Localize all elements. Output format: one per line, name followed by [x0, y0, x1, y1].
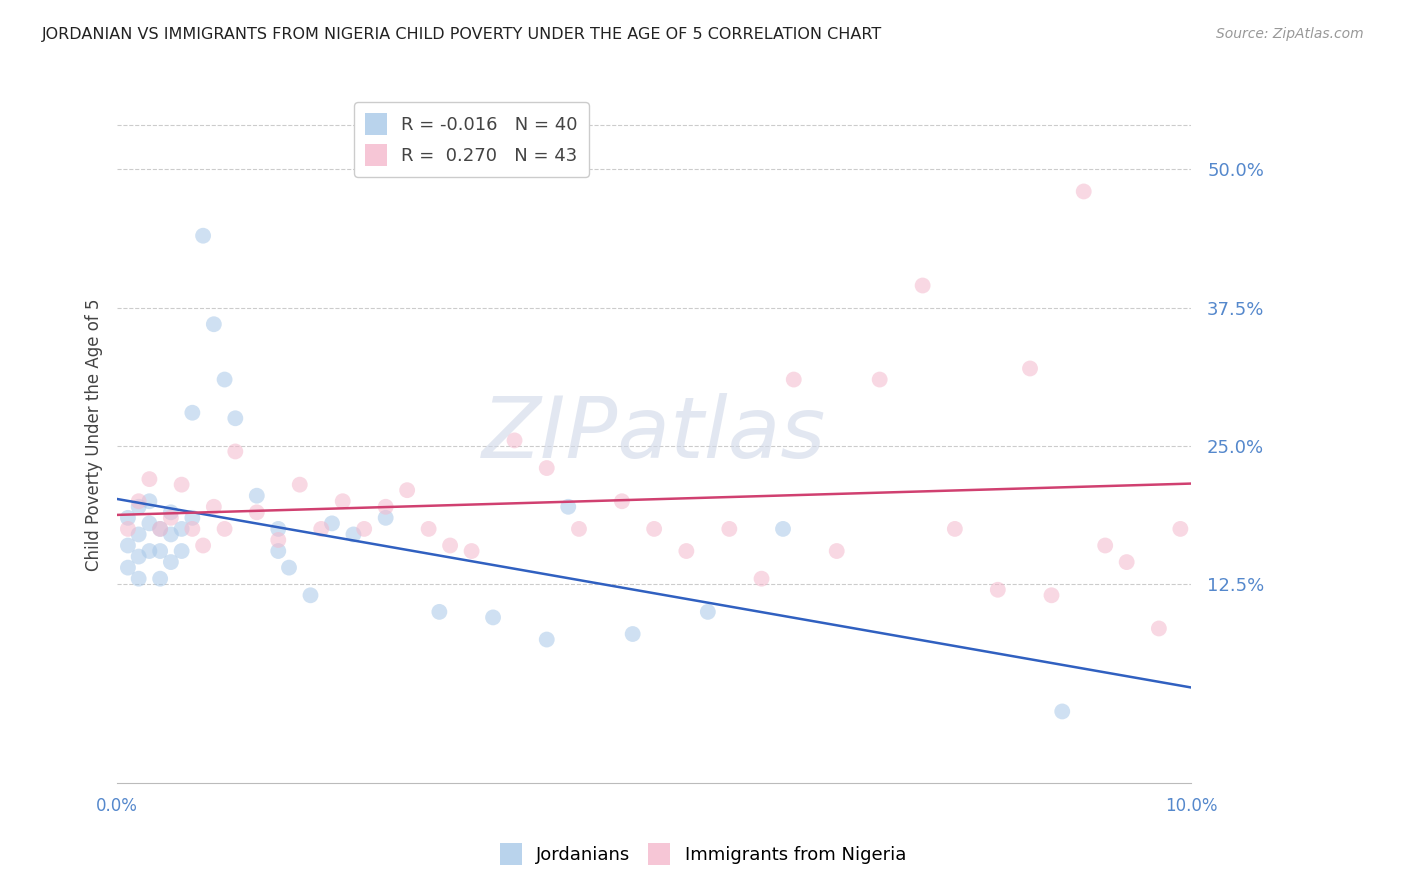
Text: JORDANIAN VS IMMIGRANTS FROM NIGERIA CHILD POVERTY UNDER THE AGE OF 5 CORRELATIO: JORDANIAN VS IMMIGRANTS FROM NIGERIA CHI… — [42, 27, 883, 42]
Point — [772, 522, 794, 536]
Point — [869, 372, 891, 386]
Point — [149, 522, 172, 536]
Point — [288, 477, 311, 491]
Point — [332, 494, 354, 508]
Point — [267, 544, 290, 558]
Point — [396, 483, 419, 498]
Point — [751, 572, 773, 586]
Point — [536, 461, 558, 475]
Point — [160, 505, 183, 519]
Point — [643, 522, 665, 536]
Point — [1040, 588, 1063, 602]
Point — [1115, 555, 1137, 569]
Point — [138, 516, 160, 531]
Point — [696, 605, 718, 619]
Text: ZIPatlas: ZIPatlas — [482, 393, 827, 476]
Point — [987, 582, 1010, 597]
Point — [267, 522, 290, 536]
Point — [160, 511, 183, 525]
Point — [128, 500, 150, 514]
Point — [439, 539, 461, 553]
Point — [128, 549, 150, 564]
Point — [138, 494, 160, 508]
Point — [181, 406, 204, 420]
Point — [224, 411, 246, 425]
Point — [191, 539, 214, 553]
Point — [1170, 522, 1192, 536]
Point — [128, 494, 150, 508]
Point — [117, 511, 139, 525]
Point — [246, 505, 269, 519]
Point — [214, 522, 236, 536]
Point — [117, 522, 139, 536]
Point — [138, 544, 160, 558]
Point — [170, 544, 193, 558]
Point — [128, 527, 150, 541]
Point — [224, 444, 246, 458]
Point — [170, 477, 193, 491]
Point — [568, 522, 591, 536]
Point — [557, 500, 579, 514]
Point — [460, 544, 482, 558]
Text: Source: ZipAtlas.com: Source: ZipAtlas.com — [1216, 27, 1364, 41]
Point — [278, 560, 301, 574]
Point — [943, 522, 966, 536]
Point — [675, 544, 697, 558]
Point — [418, 522, 440, 536]
Point — [202, 317, 225, 331]
Point — [718, 522, 741, 536]
Point — [482, 610, 505, 624]
Point — [1094, 539, 1116, 553]
Point — [503, 434, 526, 448]
Point — [783, 372, 806, 386]
Point — [309, 522, 332, 536]
Point — [191, 228, 214, 243]
Point — [160, 527, 183, 541]
Point — [149, 572, 172, 586]
Point — [138, 472, 160, 486]
Point — [427, 605, 450, 619]
Point — [1052, 705, 1074, 719]
Point — [536, 632, 558, 647]
Legend: Jordanians, Immigrants from Nigeria: Jordanians, Immigrants from Nigeria — [491, 834, 915, 874]
Point — [170, 522, 193, 536]
Point — [181, 511, 204, 525]
Point — [160, 555, 183, 569]
Point — [621, 627, 644, 641]
Point — [1073, 185, 1095, 199]
Point — [149, 522, 172, 536]
Point — [117, 539, 139, 553]
Point — [321, 516, 343, 531]
Point — [202, 500, 225, 514]
Point — [1019, 361, 1042, 376]
Point — [610, 494, 633, 508]
Point — [299, 588, 322, 602]
Point — [149, 544, 172, 558]
Point — [246, 489, 269, 503]
Point — [117, 560, 139, 574]
Point — [1147, 622, 1170, 636]
Point — [214, 372, 236, 386]
Point — [374, 511, 396, 525]
Point — [825, 544, 848, 558]
Point — [181, 522, 204, 536]
Point — [128, 572, 150, 586]
Point — [342, 527, 364, 541]
Point — [911, 278, 934, 293]
Point — [267, 533, 290, 547]
Point — [353, 522, 375, 536]
Legend: R = -0.016   N = 40, R =  0.270   N = 43: R = -0.016 N = 40, R = 0.270 N = 43 — [354, 103, 589, 178]
Y-axis label: Child Poverty Under the Age of 5: Child Poverty Under the Age of 5 — [86, 299, 103, 571]
Point — [374, 500, 396, 514]
